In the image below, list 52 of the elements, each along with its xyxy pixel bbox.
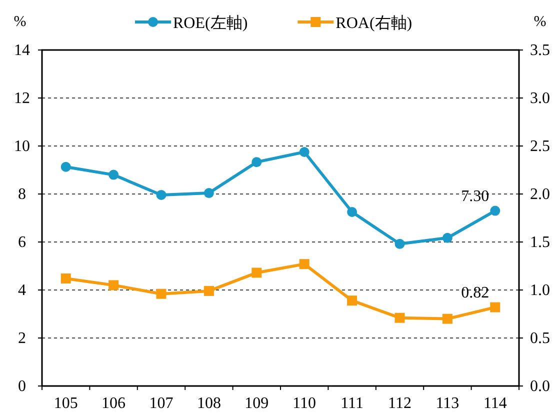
y-axis-title: % — [14, 14, 26, 30]
y-tick-label: 10 — [14, 138, 30, 155]
x-tick-label: 109 — [244, 395, 269, 412]
y-tick-label: 6 — [18, 234, 26, 251]
y2-tick-label: 0.5 — [530, 330, 550, 347]
point — [204, 188, 214, 198]
point — [394, 238, 405, 249]
y2-tick-label: 3.5 — [530, 42, 550, 59]
point — [156, 288, 166, 299]
point — [299, 259, 310, 270]
point — [108, 280, 119, 290]
y-tick-label: 0 — [18, 378, 26, 395]
y-tick-label: 14 — [14, 42, 30, 59]
x-tick-label: 114 — [483, 395, 507, 412]
point — [490, 206, 500, 216]
point — [108, 170, 119, 180]
point — [252, 268, 262, 278]
x-tick-label: 111 — [340, 395, 364, 412]
point — [490, 302, 500, 312]
y2-tick-label: 1.5 — [530, 234, 550, 251]
x-tick-label: 106 — [102, 395, 126, 412]
point — [347, 296, 358, 306]
y-tick-label: 8 — [18, 186, 26, 203]
point — [156, 190, 166, 200]
point — [60, 162, 71, 172]
point — [204, 286, 214, 296]
legend-label: ROE(左軸) — [173, 14, 248, 32]
x-tick-label: 108 — [196, 395, 221, 412]
x-tick-label: 105 — [54, 395, 78, 412]
y2-tick-label: 2.0 — [530, 186, 550, 203]
y-tick-label: 4 — [18, 282, 26, 299]
point — [347, 207, 358, 217]
x-tick-label: 110 — [292, 395, 316, 412]
point — [442, 232, 452, 243]
data-label: 0.82 — [461, 284, 490, 302]
point — [60, 273, 71, 284]
y2-tick-label: 1.0 — [530, 282, 550, 299]
point — [252, 157, 262, 168]
y2-tick-label: 2.5 — [530, 138, 550, 155]
x-tick-label: 107 — [149, 395, 174, 412]
data-label: 7.30 — [461, 188, 490, 205]
point — [442, 314, 452, 324]
y2-tick-label: 0.0 — [530, 378, 550, 395]
x-tick-label: 112 — [388, 395, 412, 412]
x-tick-label: 113 — [436, 395, 460, 412]
point — [299, 147, 310, 157]
y-tick-label: 2 — [18, 330, 26, 347]
y2-tick-label: 3.0 — [530, 90, 550, 107]
y-tick-label: 12 — [14, 90, 30, 107]
y2-axis-title: % — [534, 14, 546, 30]
legend-label: ROA(右軸) — [336, 14, 412, 32]
point — [394, 312, 405, 323]
